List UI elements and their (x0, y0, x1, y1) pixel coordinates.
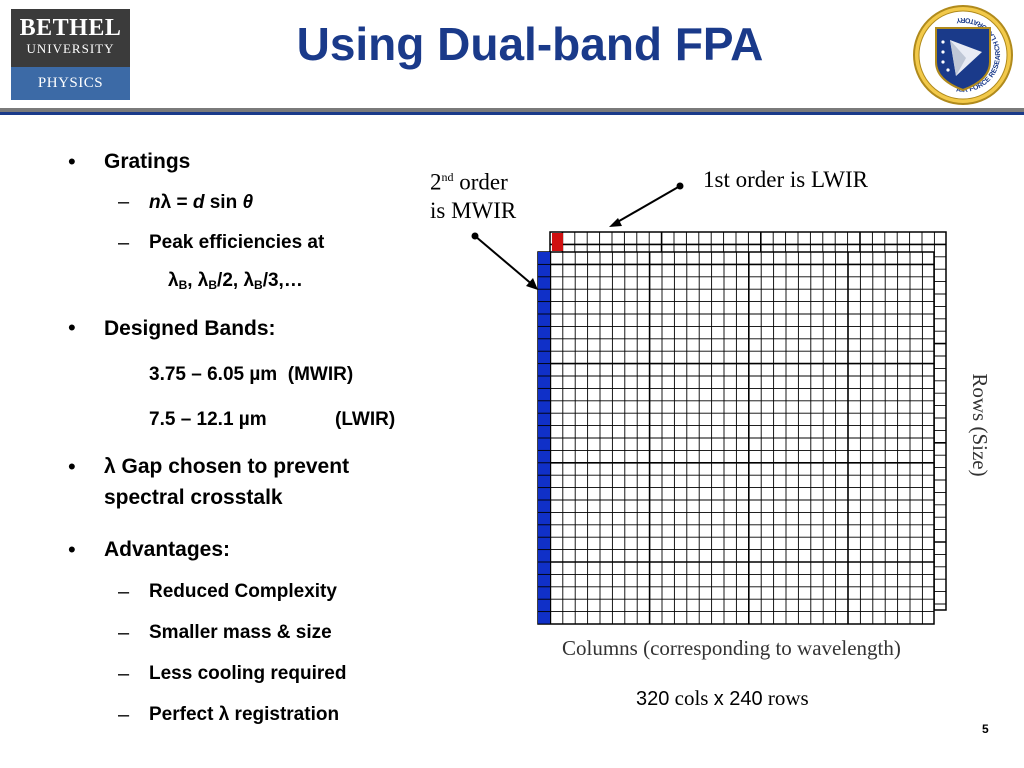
pv-sub-b: B (254, 278, 263, 292)
fpa-front-layer (537, 251, 935, 625)
logo-university-block: BETHEL UNIVERSITY (11, 9, 130, 67)
logo-line2: UNIVERSITY (26, 41, 115, 56)
logo-line1: BETHEL (19, 15, 122, 41)
bullet-gap-line1: λ Gap chosen to prevent (104, 455, 350, 478)
caption-cols-num: 320 (636, 688, 670, 710)
slide-title: Using Dual-band FPA (296, 18, 764, 70)
label-is-mwir: is MWIR (430, 198, 517, 223)
bullet-advantages: Advantages: (104, 538, 231, 561)
label-2nd-text: order (453, 169, 508, 195)
logo-dept: PHYSICS (11, 67, 130, 100)
afrl-emblem: AIR FORCE RESEARCH LABORATORY (913, 5, 1013, 105)
eq-sin: sin (204, 192, 243, 213)
caption-rows-num: 240 (723, 688, 763, 710)
sub-dash: – (118, 663, 130, 685)
sub-dash: – (118, 581, 130, 603)
bullet-dot: • (68, 149, 76, 174)
band-lwir-name: (LWIR) (335, 409, 396, 430)
advantage-item: Perfect λ registration (149, 704, 340, 725)
pv-sub-b: B (178, 278, 188, 292)
label-2nd-num: 2 (430, 169, 442, 195)
sub-dash: – (118, 622, 130, 644)
rows-label-text: Rows (Size) (968, 373, 992, 476)
caption-times: x (713, 688, 724, 710)
eq-n: n (149, 192, 161, 213)
header-rule-gray (0, 108, 1024, 112)
eq-theta: θ (242, 192, 254, 213)
array-size-caption: 320 cols x 240 rows (636, 686, 809, 711)
pv-sub-b: B (208, 278, 218, 292)
caption-rows-word: rows (762, 686, 809, 710)
arrow-2nd-order (471, 232, 538, 290)
band-lwir-range: 7.5 – 12.1 µm (149, 409, 267, 430)
advantage-item: Reduced Complexity (149, 581, 337, 602)
peak-efficiencies-text: Peak efficiencies at (149, 232, 325, 253)
arrow-1st-order (609, 182, 684, 227)
pv-sep: , λ (187, 270, 209, 291)
caption-cols-word: cols (669, 686, 714, 710)
lwir-marker-cell (552, 233, 563, 251)
rows-axis-label: Rows (Size) (968, 373, 992, 476)
eq-equals: = (171, 192, 193, 213)
label-1st-order: 1st order is LWIR (703, 167, 869, 192)
pv-sep: /3,… (262, 270, 303, 291)
bullet-dot: • (68, 315, 76, 340)
eq-d: d (192, 192, 205, 213)
peak-values: λB, λB/2, λB/3,… (168, 270, 303, 296)
bethel-university-logo: BETHEL UNIVERSITY PHYSICS (11, 9, 130, 100)
bullet-gap-line2: spectral crosstalk (104, 486, 283, 509)
label-2nd-order: 2nd order (430, 163, 508, 197)
header-rule-blue (0, 112, 1024, 115)
columns-axis-label: Columns (corresponding to wavelength) (562, 636, 901, 660)
page-number: 5 (982, 722, 989, 736)
sub-dash: – (118, 704, 130, 726)
grating-equation: nλ = d sin θ (149, 192, 253, 214)
bullet-dot: • (68, 454, 76, 479)
band-mwir: 3.75 – 6.05 µm (MWIR) (149, 364, 354, 385)
sub-dash: – (118, 232, 130, 254)
bullet-dot: • (68, 537, 76, 562)
bullet-gratings: Gratings (104, 150, 191, 173)
advantage-item: Less cooling required (149, 663, 347, 684)
fpa-grid-diagram (471, 182, 947, 625)
bullet-designed-bands: Designed Bands: (104, 317, 276, 340)
pv-sep: /2, λ (217, 270, 255, 291)
label-2nd-sup: nd (441, 170, 454, 184)
advantage-item: Smaller mass & size (149, 622, 332, 643)
eq-lambda: λ (160, 192, 172, 213)
pv-lambda: λ (168, 270, 179, 291)
sub-dash: – (118, 191, 130, 213)
